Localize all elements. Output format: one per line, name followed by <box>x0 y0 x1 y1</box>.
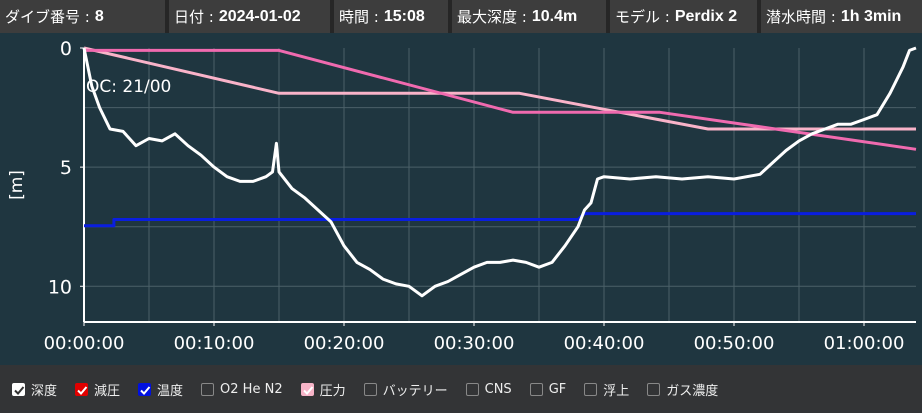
y-tick-label: 0 <box>60 38 72 60</box>
info-value: 1h 3min <box>840 7 902 25</box>
toggle-label: CNS <box>484 381 512 397</box>
check-mark <box>14 385 25 395</box>
checkbox[interactable] <box>138 382 152 396</box>
toggle-label: O2 He N2 <box>220 381 283 397</box>
info-cell: ダイブ番号 :8 <box>0 0 165 33</box>
info-cell: 時間 :15:08 <box>334 0 448 33</box>
info-label: ダイブ番号 : <box>5 8 90 26</box>
checkbox[interactable] <box>75 382 89 396</box>
toggle[interactable]: 圧力 <box>300 380 346 399</box>
x-tick-label: 00:40:00 <box>564 333 645 354</box>
toggle-label: 浮上 <box>603 383 630 399</box>
x-tick-label: 00:00:00 <box>44 333 125 354</box>
y-tick-label: 10 <box>48 276 72 298</box>
info-value: 2024-01-02 <box>218 7 301 25</box>
check-path <box>140 385 151 395</box>
info-cell: モデル : Perdix 2 <box>610 0 757 33</box>
info-label: モデル : <box>615 8 670 26</box>
toggle-label: 深度 <box>31 383 58 399</box>
checkbox[interactable] <box>12 382 25 396</box>
info-label: 時間 : <box>339 8 379 26</box>
check-mark <box>140 385 151 395</box>
x-tick-label: 00:30:00 <box>434 333 515 354</box>
checkbox[interactable] <box>529 382 543 396</box>
toggle-label: バッテリー <box>382 383 448 399</box>
toggle[interactable]: CNS <box>465 381 512 397</box>
y-axis-label: [m] <box>7 170 27 200</box>
x-tick-label: 00:50:00 <box>694 333 775 354</box>
x-tick-label: 00:10:00 <box>174 333 255 354</box>
toggle[interactable]: 深度 <box>12 380 57 399</box>
check-path <box>302 385 313 395</box>
check-mark <box>302 385 313 395</box>
toggle-label: 減圧 <box>94 383 121 399</box>
chart-background <box>0 33 922 365</box>
info-cell: 日付 :2024-01-02 <box>169 0 330 33</box>
toggle-label: ガス濃度 <box>666 383 719 399</box>
series-line <box>84 212 916 228</box>
series-line <box>84 48 917 151</box>
chart: 0 5 10 00:00:00 00:10:00 00:20:00 00:30:00 00:4… <box>0 33 922 365</box>
info-value: Perdix 2 <box>674 7 738 25</box>
check-path <box>14 385 25 395</box>
toggle[interactable]: ガス濃度 <box>647 380 718 399</box>
info-cell: 潜水時間 :1h 3min <box>761 0 922 33</box>
toggle-bar: 深度 減圧 温度 O2 He N2 圧力 バッテリー CNS GF 浮上 ガス濃度 <box>0 365 922 413</box>
checkbox[interactable] <box>647 382 661 396</box>
y-tick-label: 5 <box>60 157 72 179</box>
checkbox[interactable] <box>363 382 377 396</box>
toggle-label: 圧力 <box>319 383 346 399</box>
check-mark <box>77 385 88 395</box>
toggle[interactable]: 浮上 <box>584 380 629 399</box>
info-label: 潜水時間 : <box>766 8 836 26</box>
info-bar: ダイブ番号 :8 日付 :2024-01-02 時間 :15:08 最大深度 :10.… <box>0 0 922 33</box>
check-path <box>77 385 88 395</box>
checkbox[interactable] <box>584 382 598 396</box>
toggle[interactable]: O2 He N2 <box>201 382 283 397</box>
checkbox[interactable] <box>300 382 314 396</box>
toggle-label: GF <box>548 381 567 397</box>
toggle[interactable]: GF <box>529 381 567 397</box>
annotation: OC: 21/00 <box>86 77 171 97</box>
checkbox[interactable] <box>201 382 215 396</box>
x-tick-label: 00:20:00 <box>304 333 385 354</box>
info-value: 10.4m <box>531 7 578 25</box>
info-value: 15:08 <box>383 7 425 25</box>
info-cell: 最大深度 :10.4m <box>452 0 606 33</box>
info-label: 日付 : <box>174 8 214 26</box>
toggle[interactable]: バッテリー <box>363 380 448 399</box>
info-label: 最大深度 : <box>457 8 527 26</box>
toggle[interactable]: 減圧 <box>75 380 120 399</box>
toggle[interactable]: 温度 <box>138 380 183 399</box>
x-tick-label: 01:00:00 <box>824 333 905 354</box>
series-line <box>82 46 917 298</box>
checkbox[interactable] <box>465 382 479 396</box>
info-value: 8 <box>94 7 104 25</box>
toggle-label: 温度 <box>157 383 184 399</box>
